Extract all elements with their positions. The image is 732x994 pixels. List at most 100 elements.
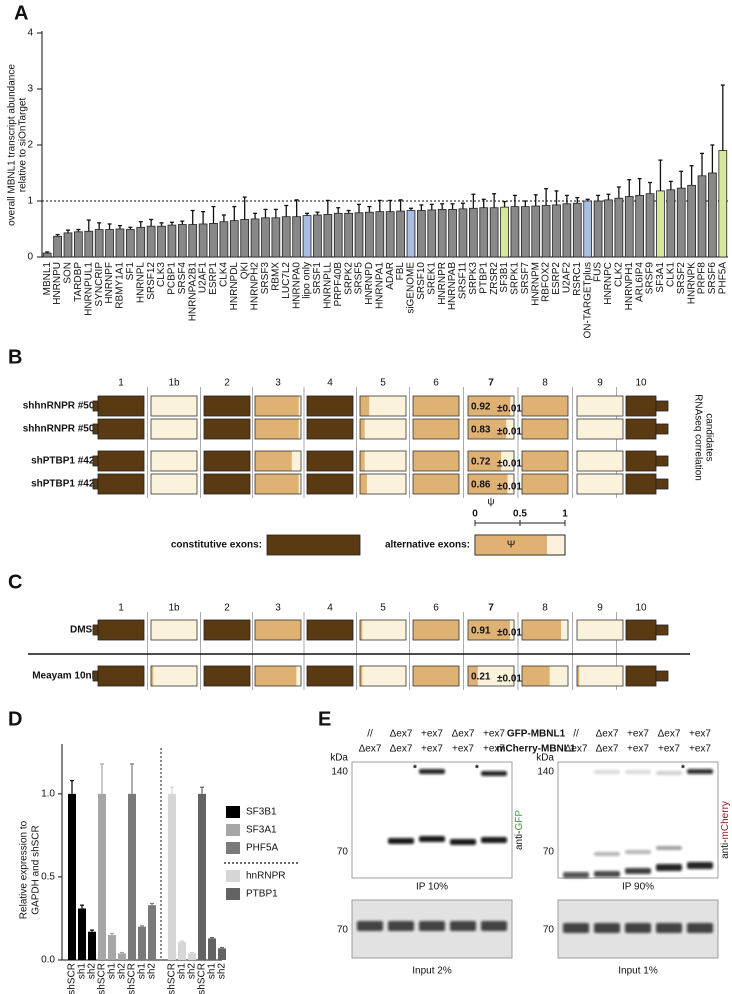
bar — [541, 205, 551, 258]
band — [481, 771, 507, 776]
x-tick-label: SRSF2 — [676, 262, 687, 295]
band — [450, 839, 476, 845]
bar — [624, 196, 634, 258]
x-tick-label: SF1 — [125, 262, 136, 281]
bar — [417, 210, 426, 258]
constitutive-exon — [625, 395, 657, 417]
x-tick-label: SRSF10 — [416, 262, 427, 300]
exon-frame — [467, 665, 515, 687]
x-tick-label: PCBP1 — [167, 262, 178, 295]
marker-label: 140 — [331, 767, 348, 778]
input-label: Input 1% — [618, 966, 658, 977]
y-axis-label: GAPDH and shSCR — [31, 825, 42, 914]
exon-frame — [150, 418, 198, 440]
legend-label: alternative exons: — [385, 540, 470, 551]
bar — [427, 209, 437, 258]
constitutive-exon — [306, 395, 354, 417]
exon-inclusion — [522, 419, 568, 439]
x-tick-label: ADAR — [385, 262, 396, 290]
exon-inclusion — [413, 620, 459, 640]
exon-frame — [412, 619, 460, 641]
bar — [118, 953, 126, 960]
x-tick-label: HNRNPAB — [447, 262, 458, 310]
lane-label: +ex7 — [421, 744, 443, 755]
constitutive-exon — [306, 418, 354, 440]
bar — [128, 793, 136, 960]
bar — [468, 207, 478, 258]
bar — [209, 222, 218, 258]
exon-inclusion — [468, 451, 502, 471]
psi-sd: ±0.01 — [497, 459, 522, 470]
bar — [697, 175, 707, 258]
input-band — [594, 923, 620, 933]
exon-label: 2 — [224, 378, 230, 389]
bar — [531, 205, 541, 258]
x-tick-label: HNRNPC — [603, 262, 614, 305]
y-tick-label: 0 — [27, 252, 33, 263]
exon-label: 7 — [488, 603, 494, 614]
exon-inclusion — [577, 666, 580, 686]
exon-frame — [576, 418, 624, 440]
exon-frame — [521, 395, 569, 417]
exon-label: 4 — [327, 603, 333, 614]
band — [625, 868, 651, 874]
exon-label: 10 — [635, 378, 647, 389]
tag-label: mCherry-MBNL1 — [497, 744, 576, 755]
bar — [188, 224, 198, 258]
exon-label: 1b — [168, 378, 180, 389]
exon-background — [360, 620, 406, 640]
input-band — [656, 923, 682, 933]
bar — [78, 908, 86, 960]
band — [481, 837, 507, 843]
x-tick-label: U2AF2 — [562, 262, 573, 294]
exon-background — [468, 666, 514, 686]
exon-inclusion — [468, 666, 478, 686]
x-tick-label: CLK2 — [614, 262, 625, 287]
constitutive-exon — [625, 619, 657, 641]
bar — [406, 210, 416, 258]
exon-inclusion — [360, 666, 363, 686]
row-label: shPTBP1 #421 — [31, 479, 100, 490]
x-tick-label: ESRP1 — [208, 262, 219, 295]
bar — [562, 203, 572, 258]
panel-letter: E — [318, 708, 331, 730]
lane-label: +ex7 — [452, 744, 474, 755]
exon-inclusion — [255, 451, 292, 471]
marker-label: 70 — [337, 847, 349, 858]
band — [419, 769, 445, 774]
star: * — [413, 764, 417, 775]
x-tick-label: HNRNPLL — [322, 262, 333, 309]
exon-frame — [150, 665, 198, 687]
x-tick-label: sh1 — [207, 963, 218, 980]
x-tick-label: HNRNPD — [364, 262, 375, 305]
panel-letter: B — [8, 346, 22, 368]
lane-label: Δex7 — [596, 744, 619, 755]
bar — [261, 217, 270, 258]
star: * — [475, 764, 479, 775]
exon-inclusion — [360, 474, 367, 494]
bar — [115, 228, 125, 258]
x-tick-label: lipo only — [302, 262, 313, 299]
bar — [323, 214, 333, 258]
legend-alternative-fill — [475, 535, 547, 555]
exon-stub — [655, 478, 669, 490]
legend-alternative-frame — [474, 534, 566, 556]
lane-label: +ex7 — [421, 729, 443, 740]
x-tick-label: MBNL1 — [42, 262, 53, 296]
exon-background — [360, 396, 406, 416]
band — [419, 836, 445, 842]
exon-inclusion — [468, 396, 511, 416]
bar — [489, 207, 499, 258]
exon-frame — [254, 450, 302, 472]
exon-inclusion — [255, 419, 299, 439]
x-tick-label: HNRNPDL — [229, 262, 240, 311]
exon-label: 3 — [275, 603, 281, 614]
exon-frame — [254, 418, 302, 440]
lane-label: // — [573, 729, 579, 740]
exon-frame — [576, 450, 624, 472]
lane-label: +ex7 — [627, 744, 649, 755]
psi-value: 0.86 — [471, 480, 491, 491]
constitutive-exon — [306, 619, 354, 641]
constitutive-exon — [625, 418, 657, 440]
